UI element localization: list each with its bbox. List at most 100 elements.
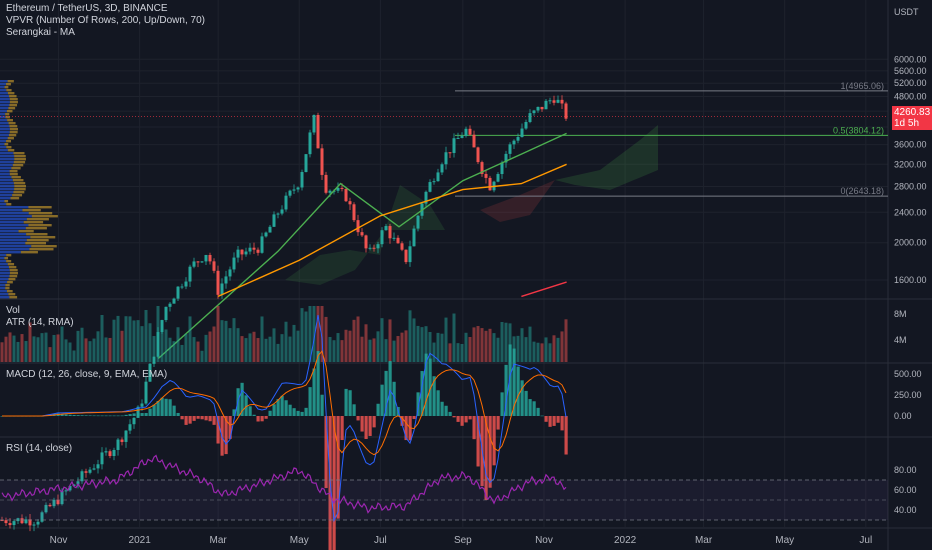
symbol-label[interactable]: Ethereum / TetherUS, 3D, BINANCE bbox=[6, 3, 168, 14]
macd-hist-bar bbox=[400, 416, 404, 426]
volume-bar bbox=[484, 330, 488, 362]
candle-body bbox=[536, 106, 540, 111]
time-axis-label: Nov bbox=[535, 535, 553, 546]
price-axis-label: 6000.00 bbox=[894, 54, 927, 64]
volume-bar bbox=[200, 350, 204, 362]
volume-bar bbox=[420, 327, 424, 362]
macd-hist-bar bbox=[504, 364, 508, 416]
candle-body bbox=[176, 286, 180, 299]
volume-bar bbox=[16, 341, 20, 362]
atr-label[interactable]: ATR (14, RMA) bbox=[6, 317, 74, 328]
macd-hist-bar bbox=[368, 416, 372, 436]
volume-bar bbox=[416, 325, 420, 362]
volume-bar bbox=[564, 319, 568, 362]
macd-hist-bar bbox=[456, 416, 460, 422]
candle-body bbox=[368, 247, 372, 249]
price-axis-label: 2400.00 bbox=[894, 207, 927, 217]
vpvr-bar-down bbox=[6, 89, 12, 92]
candle-body bbox=[24, 519, 28, 524]
volume-bar bbox=[104, 337, 108, 362]
macd-hist-bar bbox=[364, 416, 368, 439]
candle-body bbox=[120, 439, 124, 442]
macd-hist-bar bbox=[340, 416, 344, 441]
macd-axis-label: 500.00 bbox=[894, 369, 922, 379]
rsi-label[interactable]: RSI (14, close) bbox=[6, 443, 73, 454]
macd-hist-bar bbox=[212, 416, 216, 425]
candle-body bbox=[32, 524, 36, 526]
volume-bar bbox=[304, 311, 308, 362]
volume-bar bbox=[276, 343, 280, 362]
volume-bar bbox=[364, 324, 368, 362]
candle-body bbox=[136, 406, 140, 418]
candle-body bbox=[544, 100, 548, 110]
macd-hist-bar bbox=[404, 416, 408, 441]
candle-body bbox=[440, 164, 444, 173]
volume-bar bbox=[340, 340, 344, 362]
candle-body bbox=[364, 235, 368, 249]
volume-bar bbox=[500, 321, 504, 362]
macd-hist-bar bbox=[180, 416, 184, 420]
volume-bar bbox=[464, 332, 468, 362]
candle-body bbox=[180, 286, 184, 288]
volume-bar bbox=[144, 309, 148, 362]
macd-hist-bar bbox=[140, 413, 144, 416]
rsi-axis-label: 60.00 bbox=[894, 485, 917, 495]
macd-hist-bar bbox=[104, 415, 108, 417]
vpvr-label[interactable]: VPVR (Number Of Rows, 200, Up/Down, 70) bbox=[6, 15, 205, 26]
cloud-1 bbox=[385, 185, 445, 230]
volume-bar bbox=[444, 317, 448, 362]
macd-hist-bar bbox=[272, 404, 276, 416]
volume-bar bbox=[372, 338, 376, 362]
vpvr-bar-up bbox=[0, 179, 13, 182]
volume-bar bbox=[264, 338, 268, 362]
volume-bar bbox=[196, 341, 200, 362]
volume-bar bbox=[272, 328, 276, 362]
volume-bar bbox=[556, 337, 560, 362]
macd-hist-bar bbox=[192, 416, 196, 421]
vpvr-bar-down bbox=[23, 221, 44, 224]
vpvr-bar-down bbox=[22, 209, 41, 212]
volume-bar bbox=[136, 320, 140, 362]
vpvr-bar-up bbox=[0, 194, 13, 197]
rsi-axis-label: 40.00 bbox=[894, 505, 917, 515]
volume-bar bbox=[72, 350, 76, 362]
vpvr-bar-up bbox=[0, 188, 15, 191]
volume-bar bbox=[528, 326, 532, 362]
macd-hist-bar bbox=[324, 416, 328, 489]
vpvr-bar-up bbox=[0, 209, 23, 212]
ma-label[interactable]: Serangkai - MA bbox=[6, 27, 75, 38]
price-axis-label: 5600.00 bbox=[894, 66, 927, 76]
volume-bar bbox=[40, 333, 44, 362]
vpvr-bar-down bbox=[7, 281, 13, 284]
volume-bar bbox=[64, 339, 68, 362]
macd-hist-bar bbox=[416, 392, 420, 416]
vpvr-bar-up bbox=[0, 197, 11, 200]
volume-bar bbox=[68, 342, 72, 362]
cloud-2 bbox=[285, 230, 385, 285]
volume-bar bbox=[492, 333, 496, 362]
vpvr-bar-up bbox=[0, 215, 32, 218]
vpvr-bar-down bbox=[26, 233, 48, 236]
rsi-axis-label: 80.00 bbox=[894, 465, 917, 475]
candle-body bbox=[8, 523, 12, 526]
candle-body bbox=[84, 471, 88, 473]
vpvr-bar-down bbox=[9, 275, 18, 278]
volume-bar bbox=[280, 334, 284, 362]
vpvr-bar-down bbox=[13, 191, 25, 194]
macd-label[interactable]: MACD (12, 26, close, 9, EMA, EMA) bbox=[6, 369, 168, 380]
vpvr-bar-down bbox=[9, 125, 18, 128]
volume-label[interactable]: Vol bbox=[6, 305, 20, 316]
macd-hist-bar bbox=[564, 416, 568, 455]
volume-bar bbox=[212, 326, 216, 362]
macd-hist-bar bbox=[460, 416, 464, 426]
macd-hist-bar bbox=[224, 416, 228, 455]
macd-hist-bar bbox=[372, 416, 376, 428]
candle-body bbox=[288, 190, 292, 196]
macd-hist-bar bbox=[208, 416, 212, 422]
candle-body bbox=[124, 430, 128, 442]
vpvr-bar-up bbox=[0, 296, 10, 299]
macd-hist-bar bbox=[144, 413, 148, 416]
vpvr-bar-up bbox=[0, 233, 27, 236]
